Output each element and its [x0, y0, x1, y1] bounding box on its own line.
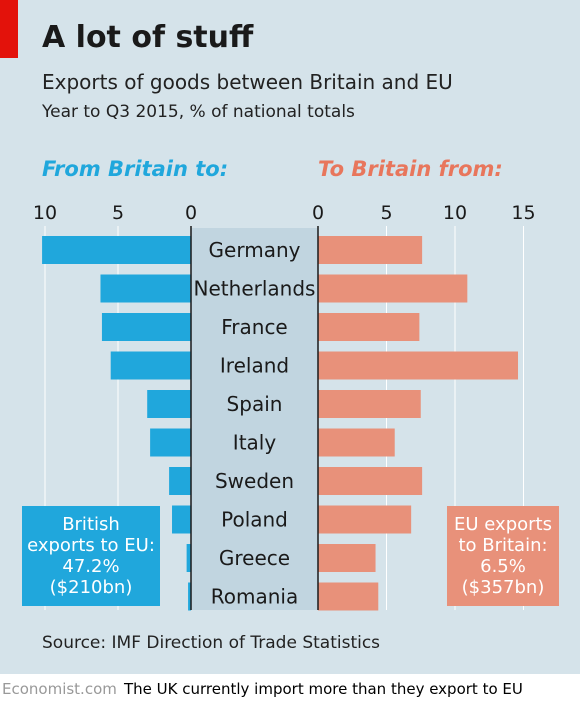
bar-to-britain	[318, 467, 423, 495]
caption-note: The UK currently import more than they e…	[124, 680, 523, 698]
bar-from-britain	[101, 313, 191, 341]
bar-to-britain	[318, 236, 423, 264]
callout-line: British	[62, 514, 120, 535]
callout-line: to Britain:	[458, 535, 548, 556]
x-tick-label-right: 10	[443, 202, 467, 224]
accent-bar	[0, 0, 18, 58]
bar-from-britain	[186, 544, 191, 572]
callout-line: 47.2%	[62, 556, 120, 577]
callout-line: 6.5%	[480, 556, 526, 577]
category-label: Romania	[211, 585, 298, 609]
category-label: Germany	[209, 238, 301, 262]
chart-subsubtitle: Year to Q3 2015, % of national totals	[42, 102, 355, 122]
callout-line: ($210bn)	[49, 577, 133, 598]
bar-to-britain	[318, 313, 420, 341]
bar-to-britain	[318, 428, 395, 457]
category-label: France	[221, 315, 288, 339]
bar-from-britain	[188, 582, 191, 611]
bar-to-britain	[318, 274, 468, 303]
left-panel-heading: From Britain to:	[42, 157, 229, 181]
bar-from-britain	[42, 236, 191, 264]
bar-from-britain	[172, 505, 191, 534]
x-tick-label-right: 15	[511, 202, 535, 224]
source-note: Source: IMF Direction of Trade Statistic…	[42, 633, 381, 653]
bar-from-britain	[110, 351, 191, 380]
category-label: Greece	[219, 546, 290, 570]
bar-from-britain	[150, 428, 191, 457]
bar-to-britain	[318, 351, 519, 380]
chart-title: A lot of stuff	[42, 20, 254, 55]
category-label: Netherlands	[194, 277, 316, 301]
bar-from-britain	[169, 467, 191, 495]
x-tick-label-left: 10	[33, 202, 57, 224]
x-tick-label-right: 5	[380, 202, 392, 224]
x-tick-label-left: 5	[112, 202, 124, 224]
category-label: Sweden	[215, 469, 294, 493]
category-label: Poland	[221, 508, 288, 532]
bar-to-britain	[318, 582, 379, 611]
right-panel-heading: To Britain from:	[318, 157, 503, 181]
category-label: Ireland	[220, 354, 289, 378]
callout-line: ($357bn)	[461, 577, 545, 598]
brand-label: Economist.com	[2, 680, 117, 698]
callout-eu-exports: EU exports to Britain: 6.5% ($357bn)	[447, 506, 559, 606]
callout-line: exports to EU:	[27, 535, 155, 556]
callout-line: EU exports	[454, 514, 552, 535]
category-label: Italy	[233, 431, 277, 455]
category-label: Spain	[227, 392, 283, 416]
bar-from-britain	[100, 274, 191, 303]
bar-to-britain	[318, 505, 412, 534]
callout-british-exports: British exports to EU: 47.2% ($210bn)	[22, 506, 160, 606]
butterfly-chart: 10 5 0 0 5 10 15 Germany Netherlands France Irelan…	[33, 202, 536, 611]
chart-subtitle: Exports of goods between Britain and EU	[42, 70, 453, 94]
bar-from-britain	[147, 390, 191, 418]
x-tick-label-left: 0	[185, 202, 197, 224]
category-band	[191, 228, 318, 610]
x-tick-label-right: 0	[312, 202, 324, 224]
bar-to-britain	[318, 390, 421, 418]
bar-to-britain	[318, 544, 376, 572]
